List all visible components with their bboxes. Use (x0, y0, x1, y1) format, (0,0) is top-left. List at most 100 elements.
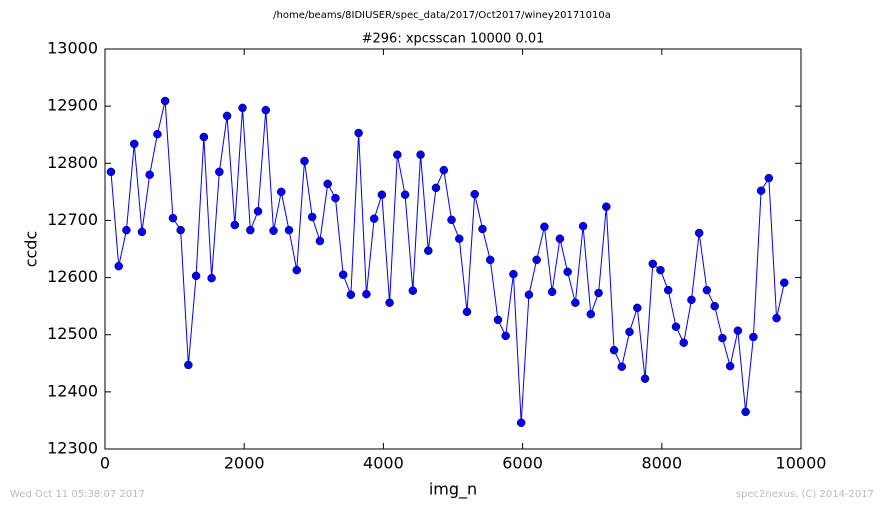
data-point (780, 278, 789, 287)
data-point (547, 287, 557, 297)
data-point (424, 246, 433, 255)
data-point (215, 167, 224, 177)
data-point (246, 225, 255, 235)
data-point (648, 259, 658, 269)
plot-frame (104, 48, 802, 450)
data-point (106, 167, 116, 177)
data-point (369, 214, 379, 223)
data-point (563, 267, 572, 277)
y-axis-label: ccdc (22, 231, 41, 268)
data-point (230, 220, 240, 230)
data-point (540, 222, 549, 231)
data-point (153, 129, 162, 139)
data-point (733, 326, 743, 335)
data-point (431, 183, 441, 193)
data-point (602, 202, 611, 211)
data-point (524, 290, 534, 299)
data-point (501, 331, 510, 341)
data-point (315, 236, 325, 246)
data-point (532, 255, 541, 265)
x-axis-label: img_n (429, 480, 477, 500)
data-point (331, 193, 340, 203)
data-point (718, 333, 727, 343)
data-point (694, 228, 704, 238)
data-point (516, 418, 526, 427)
data-point (292, 265, 301, 275)
data-point (679, 338, 688, 347)
data-point (168, 213, 178, 223)
footer-right: spec2nexus, (C) 2014-2017 (736, 489, 874, 500)
x-tick-label: 4000 (363, 454, 404, 473)
data-point (764, 173, 774, 183)
data-point (656, 265, 665, 275)
chart-title: #296: xpcsscan 10000 0.01 (362, 32, 545, 47)
data-point (625, 327, 634, 337)
data-point (362, 289, 371, 299)
data-point (354, 128, 363, 138)
data-point (594, 288, 603, 298)
data-point (191, 271, 201, 281)
x-tick-label: 2000 (224, 454, 265, 473)
data-point (400, 190, 410, 199)
data-point (323, 179, 332, 189)
data-point (338, 270, 348, 279)
y-tick-label: 12900 (47, 96, 98, 115)
y-tick-label: 12300 (47, 439, 98, 458)
data-point (462, 307, 472, 317)
data-point (702, 285, 712, 295)
data-point (470, 189, 479, 199)
data-point (261, 105, 271, 115)
data-point (663, 285, 673, 295)
data-point (253, 207, 263, 216)
data-point (184, 360, 193, 370)
data-point (509, 269, 518, 279)
data-point (222, 111, 232, 121)
y-tick-label: 12800 (47, 153, 98, 172)
data-point (385, 298, 394, 307)
data-point (145, 170, 154, 179)
data-point (160, 96, 170, 106)
data-point (307, 212, 317, 222)
data-point (122, 225, 131, 235)
data-point (408, 286, 418, 295)
y-tick-label: 12700 (47, 210, 98, 229)
data-point (455, 234, 464, 243)
suptitle: /home/beams/8IDIUSER/spec_data/2017/Oct2… (273, 10, 611, 21)
data-point (207, 273, 216, 283)
data-point (393, 150, 402, 159)
data-point (176, 225, 185, 235)
data-point (555, 234, 565, 243)
data-point (276, 187, 286, 197)
x-tick-label: 10000 (776, 454, 827, 473)
data-point (609, 345, 619, 355)
data-point (129, 139, 139, 149)
data-point (586, 309, 596, 319)
data-point (772, 313, 781, 323)
x-tick-label: 6000 (502, 454, 543, 473)
series-line (110, 100, 785, 423)
data-point (478, 224, 487, 234)
y-tick-label: 12500 (47, 324, 98, 343)
data-point (571, 298, 580, 307)
data-point (447, 215, 456, 225)
data-point (671, 322, 681, 331)
data-point (238, 103, 247, 113)
data-point (640, 374, 650, 383)
data-point (284, 225, 294, 235)
data-point (346, 290, 356, 299)
data-point (269, 226, 278, 235)
data-point (741, 407, 750, 417)
data-point (137, 227, 147, 237)
y-tick-label: 13000 (47, 39, 98, 58)
data-point (114, 261, 123, 271)
footer-left: Wed Oct 11 05:38:07 2017 (10, 489, 145, 500)
data-point (300, 156, 309, 166)
data-point (485, 255, 495, 265)
y-tick-label: 12600 (47, 267, 98, 286)
data-point (439, 165, 449, 175)
data-point (756, 186, 766, 195)
data-point (633, 303, 642, 313)
data-point (617, 362, 627, 371)
y-tick-label: 12400 (47, 381, 98, 400)
